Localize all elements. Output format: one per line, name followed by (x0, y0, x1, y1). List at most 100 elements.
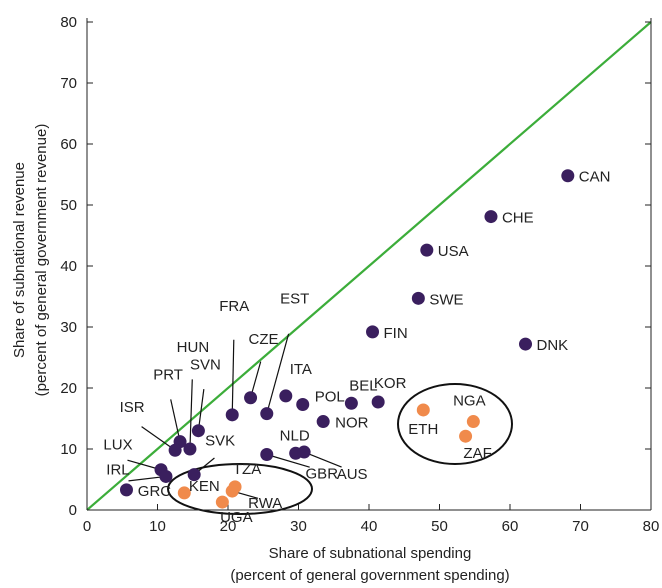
point-irl (159, 469, 173, 483)
label-tza: TZA (233, 461, 261, 478)
point-labels-group: CANCHEUSASWEFINDNKBELKORPOLITANORNLDAUSG… (103, 169, 610, 526)
point-che (484, 210, 498, 224)
point-usa (420, 243, 434, 257)
label-usa: USA (438, 243, 469, 260)
point-hun (183, 442, 197, 456)
x-tick-label: 60 (502, 518, 519, 535)
point-fra (225, 408, 239, 422)
label-rwa: RWA (248, 495, 282, 512)
y-tick-label: 40 (60, 258, 77, 275)
x-axis-subtitle: (percent of general government spending) (230, 567, 509, 584)
y-tick-label: 10 (60, 441, 77, 458)
y-tick-label: 0 (69, 502, 77, 519)
leader-line-aus (303, 451, 342, 468)
point-nga (466, 415, 480, 429)
x-tick-label: 0 (83, 518, 91, 535)
x-tick-label: 80 (643, 518, 660, 535)
label-ken: KEN (189, 478, 220, 495)
point-ita (279, 389, 293, 403)
label-pol: POL (315, 388, 345, 405)
y-axis-title: Share of subnational revenue (11, 162, 28, 358)
label-hun: HUN (177, 339, 210, 356)
x-tick-label: 20 (220, 518, 237, 535)
leader-line-hun (189, 379, 193, 450)
point-isr (168, 443, 182, 457)
leader-line-est (266, 333, 290, 414)
points-group (119, 169, 575, 509)
label-svk: SVK (205, 433, 235, 450)
point-est (260, 407, 274, 421)
y-tick-label: 80 (60, 14, 77, 31)
label-svn: SVN (190, 357, 221, 374)
group-ellipses (167, 383, 513, 515)
x-tick-label: 40 (361, 518, 378, 535)
label-cze: CZE (249, 331, 279, 348)
label-zaf: ZAF (463, 445, 491, 462)
label-fin: FIN (384, 325, 408, 342)
point-zaf (459, 429, 473, 443)
y-tick-label: 70 (60, 75, 77, 92)
label-nga: NGA (453, 393, 486, 410)
point-nor (316, 415, 330, 429)
leader-line-svn (197, 389, 205, 431)
axes-group: 0 10 20 30 40 50 60 70 80 0 10 20 30 40 50 60 70 80 (60, 14, 659, 535)
label-isr: ISR (120, 399, 145, 416)
point-rwa (225, 484, 239, 498)
ellipse-group-left (167, 463, 313, 515)
point-ken (177, 486, 191, 500)
label-bel: BEL (349, 377, 377, 394)
label-ita: ITA (290, 361, 312, 378)
reference-line-45deg (86, 21, 652, 511)
point-eth (416, 403, 430, 417)
label-swe: SWE (429, 291, 463, 308)
label-aus: AUS (337, 466, 368, 483)
label-grc: GRC (138, 483, 172, 500)
label-che: CHE (502, 210, 534, 227)
point-cze (244, 391, 258, 405)
point-bel (344, 396, 358, 410)
point-svk (187, 468, 201, 482)
label-lux: LUX (103, 437, 132, 454)
y-tick-label: 20 (60, 380, 77, 397)
label-irl: IRL (106, 461, 129, 478)
y-tick-label: 60 (60, 136, 77, 153)
leader-line-fra (231, 339, 235, 415)
point-grc (119, 483, 133, 497)
point-pol (296, 397, 310, 411)
label-gbr: GBR (306, 465, 339, 482)
y-tick-label: 30 (60, 319, 77, 336)
label-kor: KOR (374, 375, 407, 392)
label-can: CAN (579, 169, 611, 186)
y-tick-label: 50 (60, 197, 77, 214)
x-tick-label: 30 (290, 518, 307, 535)
point-uga (215, 495, 229, 509)
label-prt: PRT (153, 367, 183, 384)
label-fra: FRA (219, 298, 249, 315)
label-eth: ETH (408, 421, 438, 438)
point-fin (366, 325, 380, 339)
x-tick-label: 10 (149, 518, 166, 535)
leader-line-gbr (266, 453, 310, 468)
point-aus (297, 445, 311, 459)
ellipse-group-right (397, 383, 513, 465)
point-swe (411, 291, 425, 305)
point-gbr (260, 447, 274, 461)
leader-line-prt (170, 399, 181, 442)
point-dnk (519, 337, 533, 351)
point-kor (371, 395, 385, 409)
y-axis-subtitle: (percent of general government revenue) (33, 124, 50, 397)
label-est: EST (280, 291, 309, 308)
label-nld: NLD (280, 427, 310, 444)
point-svn (191, 424, 205, 438)
x-tick-label: 70 (572, 518, 589, 535)
label-nor: NOR (335, 415, 369, 432)
x-tick-label: 50 (431, 518, 448, 535)
label-uga: UGA (220, 509, 253, 526)
x-axis-title: Share of subnational spending (269, 545, 472, 562)
point-can (561, 169, 575, 183)
reference-line-group (86, 21, 652, 511)
leader-line-isr (141, 426, 176, 451)
label-dnk: DNK (537, 337, 569, 354)
